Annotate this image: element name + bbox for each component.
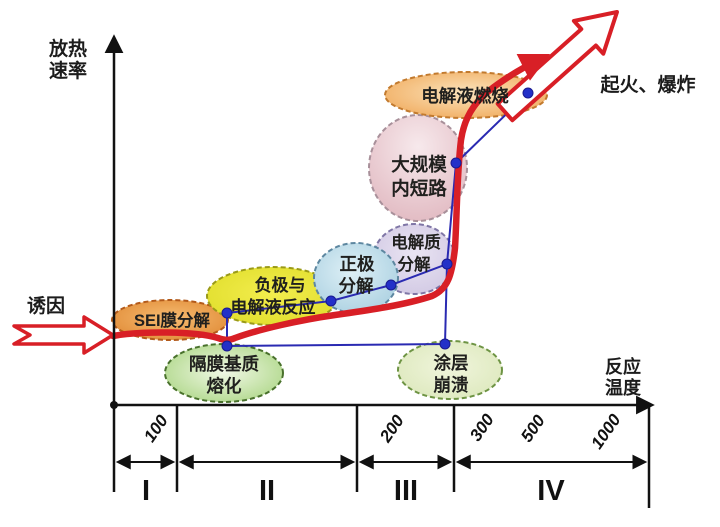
reaction-point-dots <box>221 87 534 352</box>
bubble-separator-melting <box>164 343 284 403</box>
heat-rate-curve <box>109 53 551 344</box>
tick-200: 200 <box>375 411 408 446</box>
explosion-arrow <box>495 10 619 123</box>
region-label-3: III <box>394 475 418 507</box>
sei-label: SEI膜分解 <box>134 310 211 330</box>
y-axis-label-line1: 放热 <box>48 37 87 60</box>
x-axis-label-line2: 温度 <box>605 377 642 398</box>
outcome-label: 起火、爆炸 <box>599 73 695 96</box>
cathode-label-line2: 分解 <box>339 276 374 296</box>
coating-label-line2: 崩溃 <box>434 375 469 395</box>
coating-label-line1: 涂层 <box>434 353 469 373</box>
short-circuit-label-line2: 内短路 <box>391 178 447 199</box>
separator-label-line1: 隔膜基质 <box>189 354 259 374</box>
x-axis-label-line1: 反应 <box>605 356 641 377</box>
short-circuit-label-line1: 大规模 <box>391 154 447 175</box>
region-label-1: I <box>142 475 150 507</box>
bubble-coating-collapse <box>397 340 503 400</box>
bubble-internal-short <box>368 114 468 222</box>
electrolyte-label-line1: 电解质 <box>391 232 441 252</box>
tick-500: 500 <box>517 411 549 446</box>
combustion-label: 电解液燃烧 <box>421 86 509 106</box>
separator-label-line2: 熔化 <box>207 376 242 396</box>
anode-label-line1: 负极与 <box>255 275 306 295</box>
cathode-label-line1: 正极 <box>340 254 375 274</box>
region-label-2: II <box>259 475 275 507</box>
tick-300: 300 <box>466 410 498 445</box>
anode-label-line2: 电解液反应 <box>231 297 316 317</box>
trigger-arrow <box>12 315 115 355</box>
electrolyte-label-line2: 分解 <box>398 254 432 274</box>
region-dividers <box>112 405 651 508</box>
tick-100: 100 <box>140 411 172 446</box>
trigger-label: 诱因 <box>27 295 65 317</box>
reaction-connector-lines <box>226 92 529 348</box>
region-label-4: IV <box>537 475 565 507</box>
y-axis-label-line2: 速率 <box>49 59 87 82</box>
tick-1000: 1000 <box>587 410 625 452</box>
